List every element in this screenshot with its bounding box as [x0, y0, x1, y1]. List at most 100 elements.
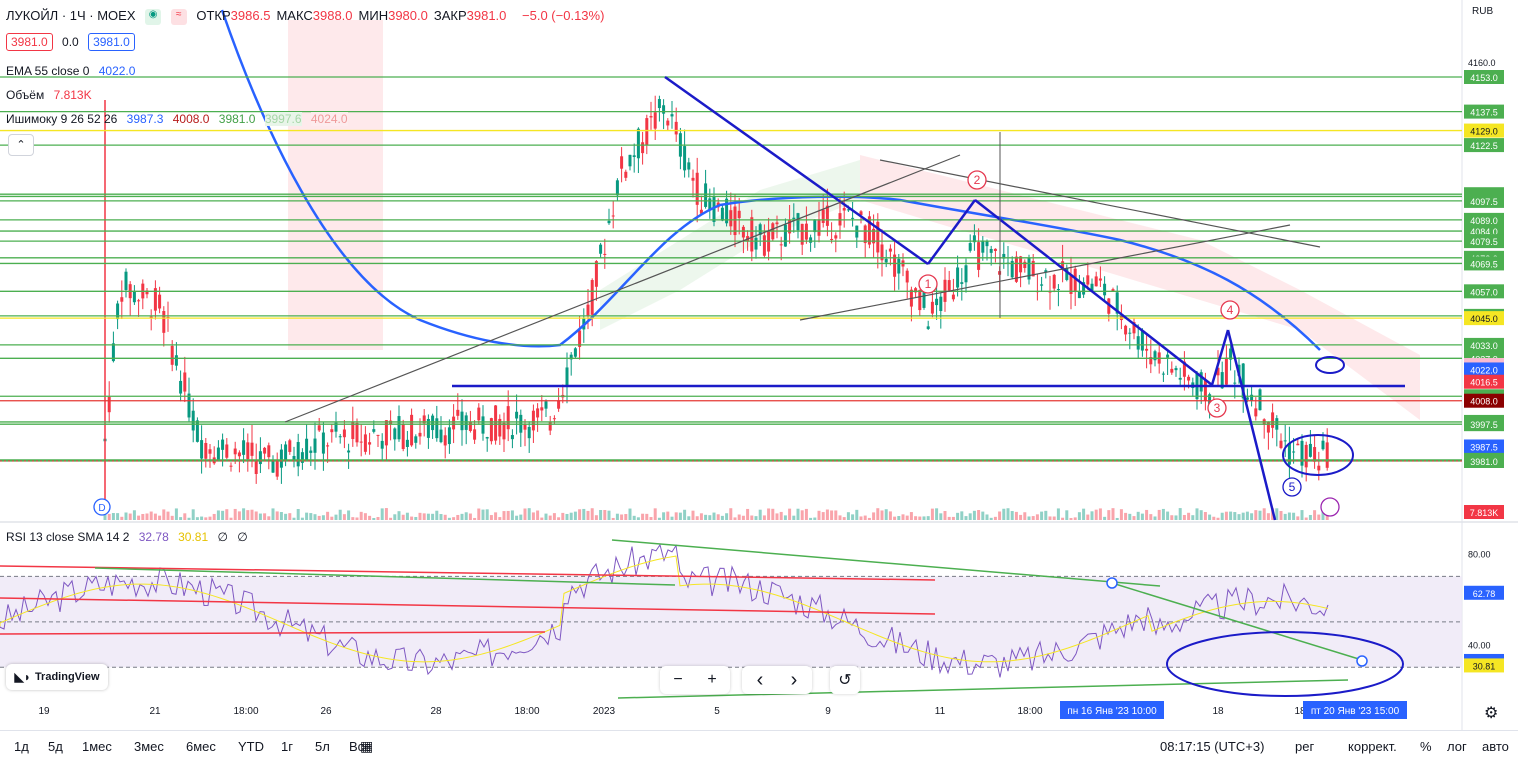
candle-body-287 — [1308, 443, 1312, 457]
volume-bar-16 — [170, 515, 174, 520]
zoom-controls: − + — [660, 666, 730, 694]
timeframe-1[interactable]: 5д — [48, 739, 63, 754]
level-tag-bg-24 — [1464, 439, 1504, 454]
volume-bar-35 — [250, 509, 254, 520]
volume-bar-168 — [809, 517, 813, 520]
zoom-in-button[interactable]: + — [707, 671, 717, 688]
time-tick-11: пн 16 Янв '23 10:00 — [1067, 706, 1157, 717]
volume-bar-259 — [1191, 515, 1195, 520]
volume-bar-267 — [1224, 511, 1228, 520]
ema-legend[interactable]: EMA 55 close 0 4022.0 — [6, 64, 141, 78]
calendar-range-icon[interactable]: ▦ — [360, 738, 374, 754]
timeframe-5[interactable]: YTD — [238, 739, 264, 754]
ema-label: EMA 55 close 0 — [6, 64, 90, 78]
volume-bar-235 — [1090, 511, 1094, 520]
log-toggle[interactable]: лог — [1447, 739, 1467, 754]
level-tag-3: 4122.5 — [1470, 141, 1498, 151]
tradingview-logo[interactable]: ◣◗ TradingView — [6, 664, 108, 690]
candle-body-13 — [158, 294, 162, 309]
timeframe-3[interactable]: 3мес — [134, 739, 164, 754]
reset-chart-button[interactable]: ↺ — [838, 672, 852, 689]
volume-bar-187 — [888, 511, 892, 520]
collapse-legend-button[interactable]: ⌃ — [8, 134, 34, 156]
scroll-forward-button[interactable]: › — [790, 668, 798, 691]
volume-bar-115 — [586, 510, 590, 520]
volume-bar-75 — [418, 512, 422, 520]
candle-body-60 — [355, 422, 359, 443]
ohlc-key-0: ОТКР — [196, 8, 231, 23]
volume-bar-122 — [615, 513, 619, 520]
ohlc-key-2: МИН — [358, 8, 389, 23]
level-tag-bg-0 — [1464, 70, 1504, 84]
volume-bar-123 — [620, 514, 624, 520]
ichimoku-legend[interactable]: Ишимоку 9 26 52 26 3987.3 4008.0 3981.0 … — [6, 112, 354, 126]
volume-bar-70 — [397, 511, 401, 520]
candle-body-7 — [132, 290, 136, 303]
candle-body-64 — [372, 429, 376, 432]
volume-bar-216 — [1010, 511, 1014, 520]
volume-bar-217 — [1014, 511, 1018, 520]
volume-bar-48 — [305, 512, 309, 520]
timeframe-2[interactable]: 1мес — [82, 739, 112, 754]
candle-body-101 — [527, 426, 531, 439]
rsi-value-2: 30.81 — [178, 530, 209, 544]
candle-body-1 — [107, 396, 111, 413]
percent-toggle[interactable]: % — [1420, 739, 1432, 754]
auto-toggle[interactable]: авто — [1482, 739, 1509, 754]
currency-label[interactable]: RUB — [1472, 6, 1494, 17]
time-tick-10: 18:00 — [1017, 706, 1042, 717]
candle-body-201 — [947, 280, 951, 291]
volume-bar-210 — [985, 514, 989, 520]
timeframe-7[interactable]: 5л — [315, 739, 330, 754]
wave-label-3: 4 — [1227, 303, 1234, 317]
volume-bar-170 — [817, 510, 821, 520]
candle-body-221 — [1031, 260, 1035, 277]
volume-bar-63 — [368, 515, 372, 520]
candle-body-171 — [821, 209, 825, 223]
timeframe-6[interactable]: 1г — [281, 739, 293, 754]
timeframe-4[interactable]: 6мес — [186, 739, 216, 754]
session-toggle[interactable]: рег — [1295, 739, 1315, 754]
volume-bar-143 — [704, 514, 708, 520]
volume-bar-82 — [447, 517, 451, 520]
volume-bar-173 — [830, 510, 834, 520]
volume-bar-106 — [548, 515, 552, 520]
candle-body-157 — [762, 235, 766, 256]
timeframe-8[interactable]: Все — [349, 739, 372, 754]
level-tag-19: 4016.5 — [1470, 378, 1498, 388]
candle-body-205 — [964, 265, 968, 283]
volume-bar-246 — [1136, 511, 1140, 520]
volume-bar-279 — [1275, 508, 1279, 520]
settings-gear-icon[interactable]: ⚙ — [1484, 705, 1499, 722]
circle-drawing-1 — [1282, 434, 1354, 476]
clock[interactable]: 08:17:15 (UTC+3) — [1160, 739, 1265, 754]
candle-body-133 — [662, 105, 666, 114]
candle-body-21 — [191, 410, 195, 431]
level-tag-bg-18 — [1464, 362, 1504, 377]
candle-body-246 — [1136, 336, 1140, 350]
volume-bar-203 — [956, 512, 960, 520]
scroll-back-button[interactable]: ‹ — [756, 668, 764, 691]
timeframe-0[interactable]: 1д — [14, 739, 29, 754]
volume-bar-280 — [1279, 511, 1283, 520]
buy-price-pill[interactable]: 3981.0 — [88, 33, 135, 51]
candle-body-25 — [208, 449, 212, 454]
volume-legend[interactable]: Объём 7.813K — [6, 88, 98, 102]
waves-icon[interactable]: ≈ — [170, 8, 187, 25]
rsi-handle-1 — [1106, 577, 1118, 589]
rsi-legend[interactable]: RSI 13 close SMA 14 2 32.78 30.81 ∅ ∅ — [6, 530, 254, 544]
candle-body-202 — [951, 294, 955, 300]
adjust-toggle[interactable]: коррект. — [1348, 739, 1397, 754]
sell-price-pill[interactable]: 3981.0 — [6, 33, 53, 51]
zoom-out-button[interactable]: − — [673, 671, 683, 688]
level-tag-bg-27 — [1464, 454, 1504, 468]
volume-bar-286 — [1304, 517, 1308, 520]
candle-body-188 — [893, 254, 897, 277]
volume-bar-59 — [351, 517, 355, 520]
candle-body-119 — [603, 253, 607, 255]
reset-controls: ↺ — [830, 666, 860, 694]
candle-body-174 — [834, 235, 838, 239]
rsi-tag-bg-3 — [1464, 658, 1504, 673]
eye-icon[interactable]: ◉ — [145, 8, 162, 25]
